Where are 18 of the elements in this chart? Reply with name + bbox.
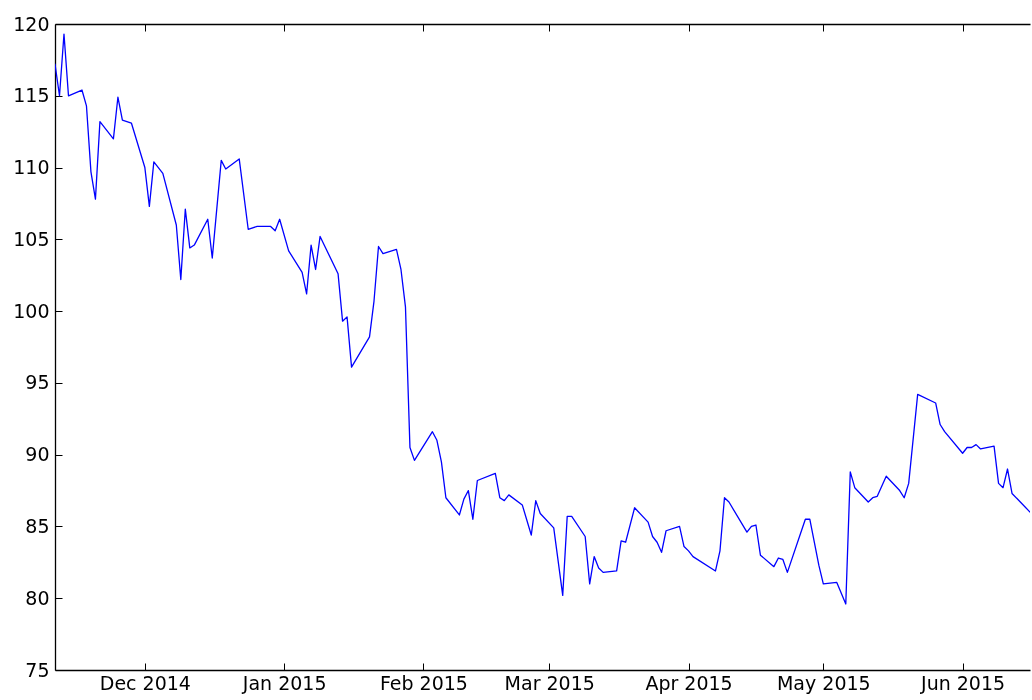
y-tick-label: 100 [13,299,50,322]
y-tick-label: 75 [25,658,50,681]
y-tick-label: 120 [13,12,50,35]
y-tick-label: 105 [13,227,50,250]
y-tick-label: 90 [25,443,50,466]
x-tick-label: Jun 2015 [920,671,1006,694]
x-tick-label: Jan 2015 [241,671,327,694]
y-tick-label: 110 [13,156,50,179]
y-tick-label: 80 [25,586,50,609]
x-tick-label: May 2015 [776,671,871,694]
line-series [55,33,1030,605]
x-tick-label: Dec 2014 [99,671,191,694]
y-tick-label: 115 [13,84,50,107]
y-tick-label: 95 [25,371,50,394]
x-tick-label: Feb 2015 [379,671,468,694]
x-tick-label: Apr 2015 [645,671,733,694]
y-tick-label: 85 [25,514,50,537]
x-tick-label: Mar 2015 [504,671,595,694]
